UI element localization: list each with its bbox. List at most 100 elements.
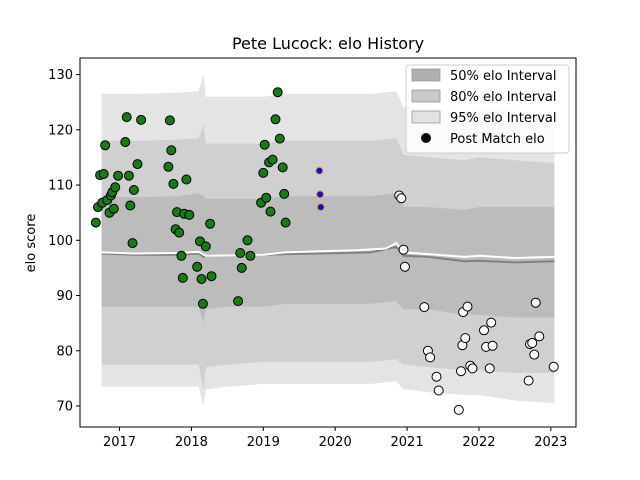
data-point-won (127, 238, 138, 249)
data-point-won (235, 248, 246, 258)
x-tick-label: 2019 (247, 435, 280, 450)
data-point-won (261, 192, 272, 203)
data-point-lost (479, 325, 489, 336)
data-point-lost (425, 352, 436, 363)
data-point-lost (433, 385, 444, 396)
data-point-won (128, 185, 139, 195)
data-point-lost (399, 261, 410, 272)
data-point-won (192, 261, 203, 272)
x-tick-label: 2021 (391, 435, 424, 450)
data-point-lost (548, 361, 559, 372)
data-point-lost (431, 371, 442, 382)
data-point-other (316, 190, 325, 199)
legend-label: Post Match elo (450, 132, 545, 147)
post-match-points (90, 87, 559, 415)
data-point-won (200, 241, 211, 252)
data-point-other (316, 203, 325, 212)
data-point-won (279, 188, 290, 199)
y-axis-label: elo score (24, 214, 39, 273)
data-point-lost (527, 338, 538, 348)
elo-line (101, 241, 555, 260)
data-point-won (272, 87, 283, 98)
data-point-won (113, 170, 124, 181)
data-point-won (274, 133, 285, 144)
data-point-lost (486, 317, 497, 328)
data-point-won (110, 182, 121, 193)
x-tick-label: 2018 (175, 435, 208, 450)
data-point-lost (530, 297, 541, 308)
data-point-won (259, 139, 270, 150)
data-point-won (121, 112, 132, 123)
band-50 (101, 193, 555, 324)
legend-marker (421, 133, 431, 143)
legend-swatch (411, 68, 441, 82)
y-tick-label: 130 (48, 68, 73, 83)
data-point-lost (419, 302, 430, 313)
y-tick-label: 80 (56, 344, 73, 359)
data-point-won (245, 250, 256, 261)
legend-swatch (411, 110, 441, 124)
data-point-lost (462, 301, 473, 312)
data-point-won (258, 167, 269, 178)
data-point-lost (460, 333, 471, 344)
y-axis-ticks: 70 80 90 100 110 120 130 (48, 68, 80, 415)
data-point-won (270, 114, 281, 125)
legend: 50% elo Interval 80% elo Interval 95% elo … (405, 64, 570, 154)
data-point-won (267, 154, 278, 165)
data-point-won (181, 174, 192, 185)
data-point-won (277, 162, 288, 173)
data-point-lost (398, 244, 409, 255)
data-point-won (280, 217, 291, 228)
data-point-won (164, 115, 175, 126)
data-point-won (233, 296, 244, 307)
data-point-lost (484, 363, 495, 374)
interval-bands (101, 74, 555, 406)
chart-title: Pete Lucock: elo History (232, 34, 424, 53)
data-point-won (184, 209, 195, 220)
data-point-lost (487, 340, 498, 351)
legend-box (405, 64, 570, 154)
legend-swatch (411, 89, 441, 103)
legend-label: 50% elo Interval (450, 69, 557, 84)
x-axis-ticks: 2017 2018 2019 2020 2021 2022 2023 (103, 427, 567, 450)
data-point-won (168, 178, 179, 189)
data-point-won (132, 159, 143, 170)
data-point-other (315, 166, 324, 175)
axes-frame (79, 57, 577, 428)
plot-area (90, 74, 559, 415)
data-point-won (177, 272, 188, 283)
y-tick-label: 90 (56, 289, 73, 304)
data-point-won (236, 262, 247, 273)
y-tick-label: 110 (48, 179, 73, 194)
data-point-lost (467, 363, 478, 374)
data-point-lost (396, 193, 407, 204)
data-point-lost (523, 375, 534, 386)
data-point-lost (453, 404, 464, 415)
data-point-won (206, 271, 217, 282)
center-lines (101, 241, 555, 264)
x-tick-label: 2017 (103, 435, 136, 450)
data-point-lost (534, 331, 545, 342)
data-point-lost (456, 366, 466, 377)
data-point-won (98, 169, 109, 179)
data-point-won (242, 235, 253, 246)
x-tick-label: 2020 (319, 435, 352, 450)
y-tick-label: 100 (48, 234, 73, 249)
data-point-won (166, 145, 177, 156)
legend-label: 80% elo Interval (450, 90, 557, 105)
data-point-won (196, 274, 207, 284)
data-point-won (125, 200, 136, 211)
data-point-won (108, 203, 119, 214)
data-point-won (205, 218, 216, 229)
y-tick-label: 120 (48, 123, 73, 138)
y-tick-label: 70 (56, 400, 73, 415)
data-point-won (100, 140, 111, 151)
data-point-won (123, 170, 134, 181)
x-tick-label: 2023 (534, 435, 567, 450)
data-point-won (120, 137, 131, 147)
data-point-won (265, 206, 276, 217)
data-point-lost (529, 349, 540, 360)
data-point-won (176, 250, 187, 261)
data-point-won (174, 227, 185, 238)
